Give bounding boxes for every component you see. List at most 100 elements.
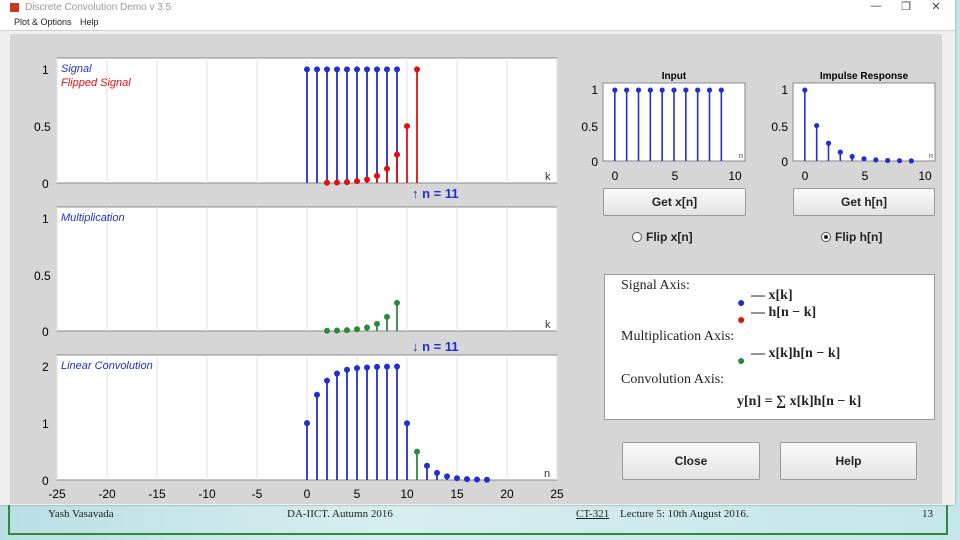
- stem-marker: [624, 87, 630, 93]
- stem-marker: [334, 66, 340, 73]
- stem-marker: [344, 179, 350, 186]
- input-title: Input: [662, 71, 687, 82]
- stem-marker: [374, 172, 380, 179]
- stem-marker: [612, 87, 618, 93]
- stem-marker: [896, 158, 903, 164]
- window-title: Discrete Convolution Demo v 3.5: [25, 2, 172, 13]
- stem-marker: [344, 66, 350, 73]
- stem-marker: [825, 140, 832, 146]
- conv-ytick-1: 1: [42, 417, 49, 431]
- input-ytick-half: 0.5: [581, 120, 598, 134]
- flip-h-label: Flip h[n]: [835, 230, 883, 244]
- input-xtick: 10: [728, 169, 742, 183]
- flip-h-radio-dot[interactable]: [821, 232, 831, 242]
- footer-institute: DA-IICT. Autumn 2016: [287, 508, 393, 520]
- xtick: -25: [48, 487, 66, 501]
- signal-axis-heading: Signal Axis:: [621, 278, 690, 293]
- stem-marker: [814, 122, 820, 129]
- xtick: 10: [400, 487, 414, 501]
- input-xtick: 5: [672, 169, 679, 183]
- title-bar: Discrete Convolution Demo v 3.5 — ❐ ✕: [0, 0, 955, 16]
- stem-marker: [414, 66, 420, 73]
- input-ytick-1: 1: [591, 83, 598, 97]
- impulse-axis-label: n: [929, 153, 933, 160]
- close-window-button[interactable]: ✕: [931, 1, 941, 13]
- stem-marker: [464, 476, 470, 483]
- footer-course: CT-321: [576, 508, 610, 520]
- flip-x-radio[interactable]: Flip x[n]: [632, 230, 693, 244]
- mult-axis-label: k: [545, 319, 551, 331]
- stem-marker: [695, 87, 701, 93]
- menu-plot-options[interactable]: Plot & Options: [14, 17, 72, 27]
- impulse-ytick-half: 0.5: [771, 120, 788, 134]
- stem-marker: [364, 176, 370, 183]
- stem-marker: [404, 123, 410, 130]
- stem-marker: [454, 475, 460, 482]
- slide-footer: [8, 505, 948, 535]
- get-x-button[interactable]: Get x[n]: [603, 188, 746, 216]
- stem-marker: [384, 363, 390, 370]
- mult-axis-heading: Multiplication Axis:: [621, 329, 735, 344]
- stem-marker: [314, 391, 320, 398]
- stem-marker: [802, 87, 808, 93]
- stem-marker: [873, 157, 879, 163]
- mult-ytick-half: 0.5: [34, 269, 51, 283]
- conv-axis-label: n: [544, 468, 550, 480]
- conv-ytick-0: 0: [42, 474, 49, 488]
- mult-ytick-0: 0: [42, 325, 49, 339]
- green-dot-icon: ●: [737, 352, 746, 368]
- blue-dot-icon: ●: [737, 294, 746, 310]
- stem-marker: [384, 66, 390, 73]
- input-xtick: 0: [612, 169, 619, 183]
- matlab-icon: [10, 3, 19, 12]
- conv-axis-heading: Convolution Axis:: [621, 372, 725, 387]
- legend-panel: Signal Axis: ● — x[k] ● — h[n − k] Multi…: [604, 274, 935, 420]
- stem-marker: [344, 366, 350, 373]
- stem-marker: [635, 87, 642, 93]
- signal-item-h: — h[n − k]: [751, 305, 817, 320]
- close-button[interactable]: Close: [622, 442, 760, 480]
- xtick: 20: [500, 487, 514, 501]
- stem-marker: [718, 87, 724, 93]
- stem-marker: [304, 420, 310, 427]
- xtick: 25: [550, 487, 564, 501]
- stem-marker: [324, 377, 330, 384]
- stem-marker: [474, 476, 480, 483]
- impulse-title: Impulse Response: [820, 71, 909, 82]
- flip-x-radio-dot[interactable]: [632, 232, 642, 242]
- stem-marker: [394, 66, 400, 73]
- restore-button[interactable]: ❐: [901, 1, 911, 13]
- impulse-xtick: 0: [802, 169, 809, 183]
- stem-marker: [384, 313, 390, 320]
- stem-marker: [404, 420, 410, 427]
- xtick: 5: [354, 487, 361, 501]
- stem-marker: [314, 66, 320, 73]
- stem-marker: [885, 157, 891, 164]
- xtick: -15: [148, 487, 166, 501]
- flipped-signal-legend: Flipped Signal: [61, 77, 131, 89]
- convolution-legend: Linear Convolution: [61, 360, 153, 372]
- stem-marker: [364, 364, 370, 371]
- xtick: -20: [98, 487, 116, 501]
- signal-ytick-half: 0.5: [34, 120, 51, 134]
- menu-help[interactable]: Help: [80, 17, 99, 27]
- stem-marker: [324, 179, 330, 186]
- minimize-button[interactable]: —: [870, 0, 882, 12]
- signal-legend: Signal: [61, 63, 92, 75]
- stem-marker: [324, 327, 330, 334]
- stem-marker: [324, 66, 330, 73]
- stem-marker: [837, 149, 843, 155]
- stem-marker: [354, 365, 360, 372]
- conv-ytick-2: 2: [42, 360, 49, 374]
- stem-marker: [304, 66, 310, 73]
- stem-marker: [384, 165, 390, 172]
- signal-ytick-1: 1: [42, 63, 49, 77]
- help-button[interactable]: Help: [780, 442, 917, 480]
- footer-author: Yash Vasavada: [48, 508, 114, 520]
- flip-h-radio[interactable]: Flip h[n]: [821, 230, 882, 244]
- marker-up-label: ↑ n = 11: [412, 186, 459, 201]
- get-h-button[interactable]: Get h[n]: [793, 188, 935, 216]
- menu-bar: Plot & Options Help: [0, 16, 955, 31]
- xtick: 0: [304, 487, 311, 501]
